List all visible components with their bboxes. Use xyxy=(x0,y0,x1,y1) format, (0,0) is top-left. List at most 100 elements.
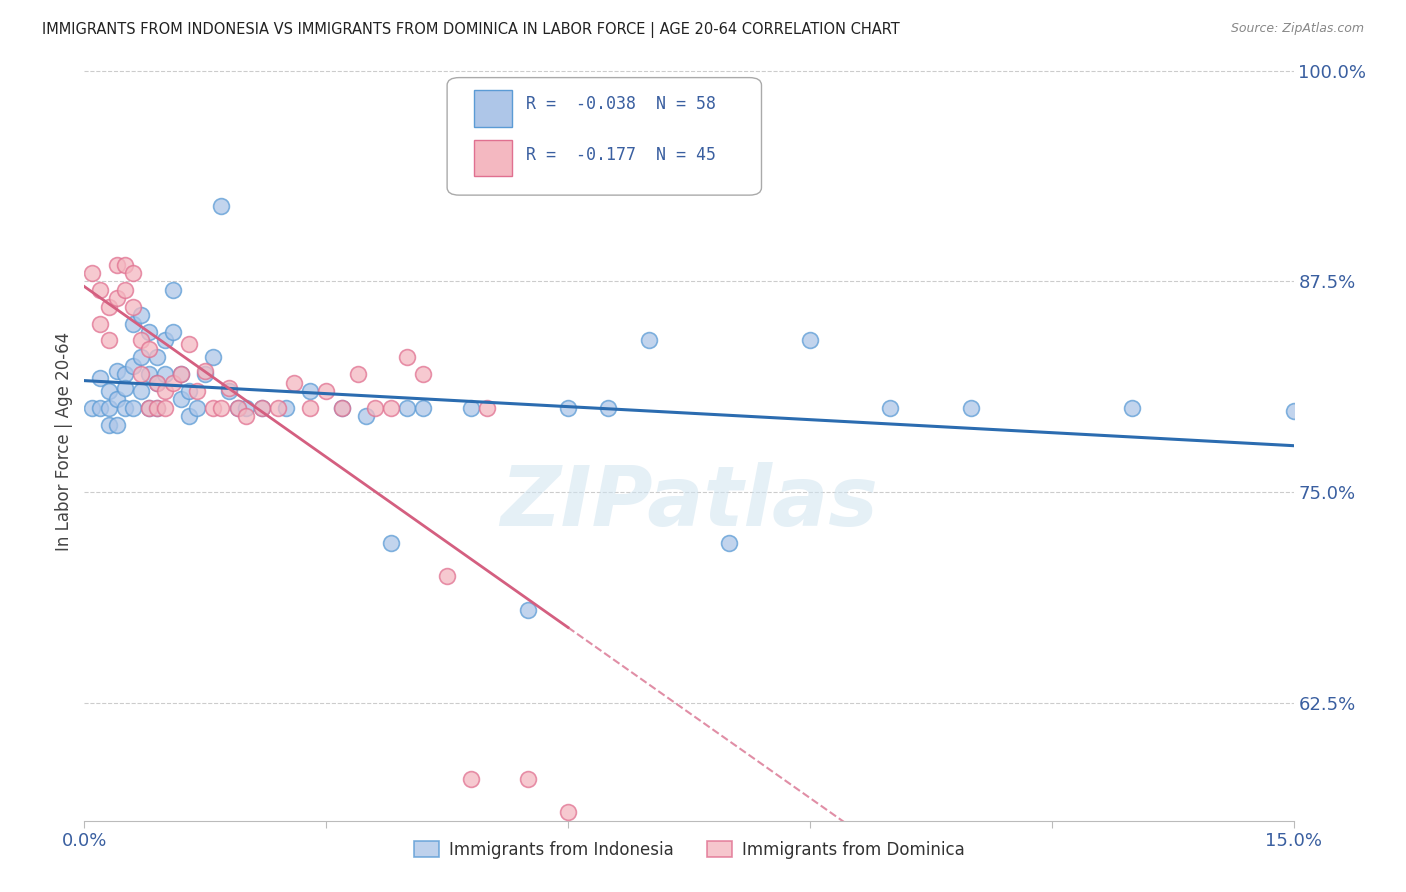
Point xyxy=(412,367,434,381)
Point xyxy=(436,569,458,583)
Point xyxy=(146,401,169,415)
Legend: Immigrants from Indonesia, Immigrants from Dominica: Immigrants from Indonesia, Immigrants fr… xyxy=(406,834,972,865)
Y-axis label: In Labor Force | Age 20-64: In Labor Force | Age 20-64 xyxy=(55,332,73,551)
Point xyxy=(380,401,402,415)
Point xyxy=(105,291,128,305)
Point xyxy=(186,401,208,415)
Point xyxy=(960,401,983,415)
Point xyxy=(105,258,128,272)
Point xyxy=(138,401,160,415)
Point xyxy=(637,334,659,348)
Point xyxy=(315,384,337,398)
Point xyxy=(879,401,901,415)
Point xyxy=(283,376,305,390)
Point xyxy=(718,535,741,549)
Point xyxy=(218,384,240,398)
Point xyxy=(146,376,169,390)
Point xyxy=(129,367,152,381)
Point xyxy=(477,401,499,415)
Point xyxy=(194,367,217,381)
Point xyxy=(250,401,273,415)
Point xyxy=(89,401,111,415)
Text: IMMIGRANTS FROM INDONESIA VS IMMIGRANTS FROM DOMINICA IN LABOR FORCE | AGE 20-64: IMMIGRANTS FROM INDONESIA VS IMMIGRANTS … xyxy=(42,22,900,38)
Point xyxy=(179,384,201,398)
Point xyxy=(138,401,160,415)
Point xyxy=(105,364,128,378)
Point xyxy=(170,392,193,407)
Point xyxy=(363,401,385,415)
Point xyxy=(153,384,176,398)
Point xyxy=(356,409,378,424)
Point xyxy=(138,325,160,339)
Point xyxy=(557,401,579,415)
Point xyxy=(218,381,240,395)
Point xyxy=(89,283,111,297)
FancyBboxPatch shape xyxy=(474,140,512,177)
Point xyxy=(274,401,297,415)
Point xyxy=(97,417,120,432)
Point xyxy=(347,367,370,381)
Point xyxy=(170,367,193,381)
Point xyxy=(121,359,143,373)
Point xyxy=(146,351,169,365)
Point xyxy=(162,325,184,339)
Point xyxy=(153,334,176,348)
Point xyxy=(114,381,136,395)
Point xyxy=(105,417,128,432)
Point xyxy=(412,401,434,415)
Point xyxy=(202,351,225,365)
Text: Source: ZipAtlas.com: Source: ZipAtlas.com xyxy=(1230,22,1364,36)
Point xyxy=(82,266,104,280)
FancyBboxPatch shape xyxy=(474,90,512,127)
Point xyxy=(460,772,482,786)
Point xyxy=(395,401,418,415)
Point xyxy=(97,401,120,415)
Point xyxy=(330,401,353,415)
Point xyxy=(105,392,128,407)
Point xyxy=(138,342,160,356)
Point xyxy=(186,384,208,398)
Point xyxy=(153,401,176,415)
Point xyxy=(299,384,322,398)
Point xyxy=(129,351,152,365)
Point xyxy=(516,603,538,617)
Point xyxy=(226,401,249,415)
Point xyxy=(1121,401,1143,415)
Point xyxy=(235,409,257,424)
Point xyxy=(162,376,184,390)
Point xyxy=(799,334,821,348)
Point xyxy=(121,317,143,331)
Point xyxy=(89,317,111,331)
Point xyxy=(202,401,225,415)
Point xyxy=(146,401,169,415)
Point xyxy=(114,401,136,415)
Point xyxy=(516,772,538,786)
Point xyxy=(598,401,620,415)
Point xyxy=(97,300,120,314)
Point xyxy=(226,401,249,415)
Point xyxy=(299,401,322,415)
Text: R =  -0.177  N = 45: R = -0.177 N = 45 xyxy=(526,146,716,164)
Point xyxy=(170,367,193,381)
Point xyxy=(209,199,232,213)
Point xyxy=(557,805,579,820)
FancyBboxPatch shape xyxy=(447,78,762,195)
Point xyxy=(380,535,402,549)
Point xyxy=(179,409,201,424)
Point xyxy=(129,384,152,398)
Point xyxy=(460,401,482,415)
Point xyxy=(138,367,160,381)
Point xyxy=(194,364,217,378)
Point xyxy=(146,376,169,390)
Point xyxy=(121,401,143,415)
Point xyxy=(330,401,353,415)
Point xyxy=(267,401,290,415)
Point xyxy=(235,401,257,415)
Point xyxy=(179,336,201,351)
Point xyxy=(114,367,136,381)
Point xyxy=(121,266,143,280)
Point xyxy=(250,401,273,415)
Point xyxy=(114,283,136,297)
Point xyxy=(1282,404,1305,418)
Text: R =  -0.038  N = 58: R = -0.038 N = 58 xyxy=(526,95,716,113)
